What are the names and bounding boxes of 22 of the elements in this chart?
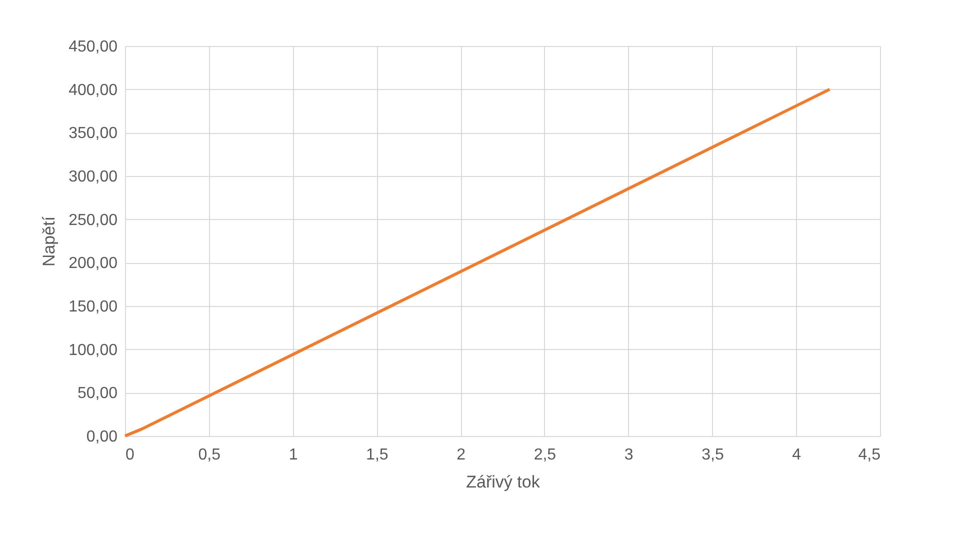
y-tick-label: 450,00: [68, 38, 118, 56]
y-tick-label: 400,00: [68, 82, 118, 99]
x-tick-label: 4: [792, 446, 802, 464]
x-axis-title: Zářivý tok: [466, 472, 540, 492]
x-tick-label: 2,5: [534, 446, 556, 464]
y-tick-label: 300,00: [68, 168, 118, 186]
y-tick-label: 200,00: [68, 255, 118, 272]
y-tick-label: 100,00: [68, 342, 118, 359]
y-tick-label: 0,00: [86, 428, 118, 446]
y-tick-label: 250,00: [68, 212, 118, 229]
x-tick-label: 0: [126, 446, 134, 464]
x-tick-label: 3: [624, 446, 634, 464]
x-tick-label: 0,5: [198, 446, 221, 464]
x-tick-label: 3,5: [702, 446, 724, 464]
x-tick-label: 1: [288, 446, 298, 464]
x-tick-label: 2: [456, 446, 466, 464]
y-tick-label: 50,00: [77, 385, 118, 402]
x-tick-label: 1,5: [366, 446, 388, 464]
y-tick-label: 350,00: [68, 125, 118, 142]
x-tick-label: 4,5: [858, 446, 881, 464]
y-axis-title: Napětí: [40, 216, 59, 267]
y-tick-label: 150,00: [68, 298, 118, 316]
